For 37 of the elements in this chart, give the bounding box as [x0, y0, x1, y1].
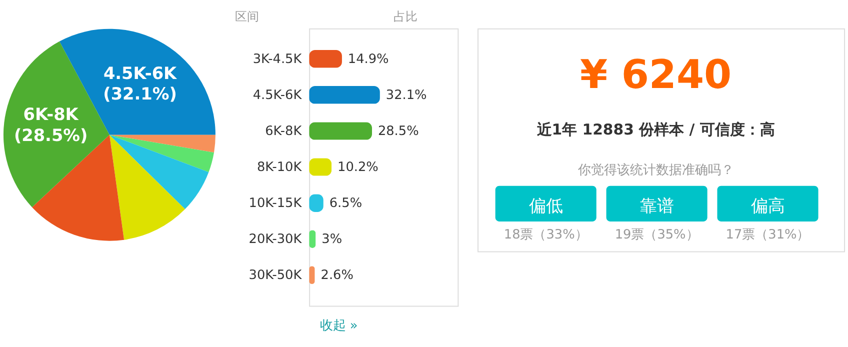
text: 偏低 — [528, 196, 563, 216]
y-tick-label: 6K-8K — [265, 124, 302, 139]
bar — [309, 50, 342, 68]
text: 你觉得该统计数据准确吗？ — [576, 162, 734, 178]
data-label: (32.1%) — [103, 84, 177, 104]
text: 靠谱 — [640, 196, 674, 216]
text: 收起 » — [320, 318, 358, 334]
pie-slice — [109, 134, 209, 210]
text: 17票（31%） — [726, 227, 810, 242]
text: 近1年 12883 份样本 / 可信度：高 — [536, 120, 775, 138]
pie-slice — [109, 134, 186, 240]
bar — [309, 122, 372, 140]
slice-label: 6K-8K — [23, 104, 80, 124]
x-axis-title: 占比 — [393, 9, 418, 24]
y-tick-label: 10K-15K — [248, 196, 302, 212]
data-label: 10.2% — [338, 160, 378, 175]
pie-slice — [109, 134, 214, 172]
text: 19票（35%） — [614, 227, 699, 242]
y-axis-title: 区间 — [234, 9, 259, 24]
y-tick-label: 20K-30K — [248, 232, 302, 248]
pie-slice — [109, 134, 216, 152]
data-label: (28.5%) — [14, 124, 88, 145]
data-label: 6.5% — [329, 196, 362, 212]
text: ¥ 6240 — [580, 52, 732, 98]
data-label: 32.1% — [386, 88, 427, 103]
data-label: 2.6% — [320, 268, 354, 284]
text: 偏高 — [750, 196, 785, 216]
y-tick-label: 4.5K-6K — [252, 88, 302, 103]
y-tick-label: 30K-50K — [248, 268, 302, 284]
text: 18票（33%） — [504, 227, 588, 242]
y-tick-label: 8K-10K — [256, 160, 302, 175]
data-label: 28.5% — [378, 124, 419, 139]
y-tick-label: 3K-4.5K — [252, 52, 302, 67]
data-label: 14.9% — [348, 52, 389, 67]
slice-label: 4.5K-6K — [103, 62, 178, 83]
data-label: 3% — [322, 232, 342, 248]
bar — [309, 86, 380, 104]
